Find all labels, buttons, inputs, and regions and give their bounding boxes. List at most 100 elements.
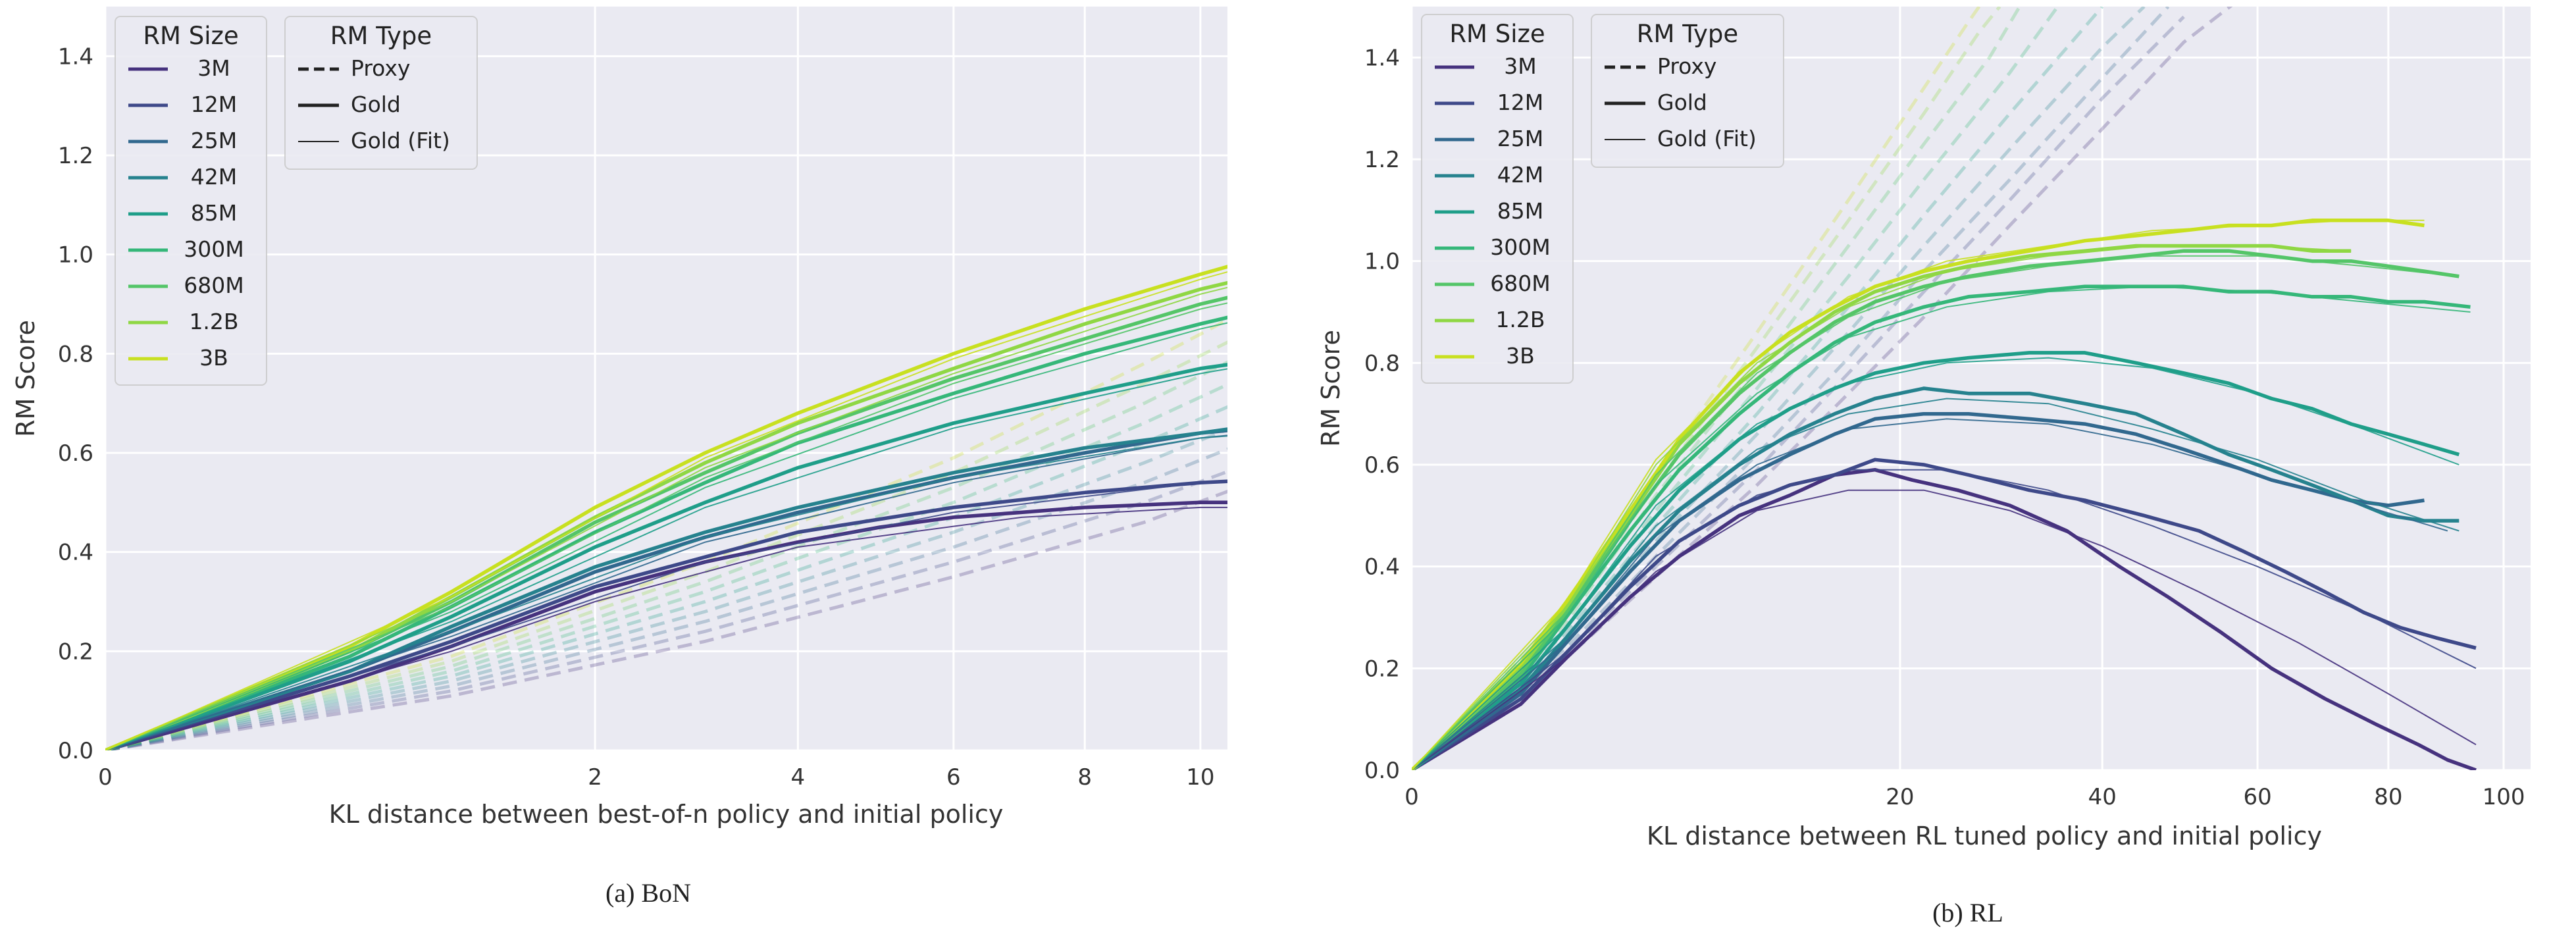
legend-type-entry-2: Gold (Fit) bbox=[351, 128, 450, 153]
x-axis-label-bon: KL distance between best-of-n policy and… bbox=[329, 800, 1004, 829]
gold-fit-line-25M bbox=[1412, 418, 2448, 770]
legend-entry-85M: 85M bbox=[191, 200, 237, 226]
gold-fit-line-680M bbox=[1412, 255, 2460, 770]
y-tick-label: 0.6 bbox=[1364, 452, 1400, 479]
legend-type-entry-1: Gold bbox=[1657, 90, 1707, 115]
x-tick-label: 20 bbox=[1886, 784, 1914, 810]
gold-fit-line-1.2B bbox=[105, 286, 1227, 750]
y-tick-label: 0.0 bbox=[58, 738, 93, 764]
x-tick-label: 100 bbox=[2483, 784, 2525, 810]
legend-entry-42M: 42M bbox=[1497, 162, 1543, 188]
legend-entry-1.2B: 1.2B bbox=[1495, 307, 1545, 332]
panel-rl: 0.0 0.2 0.4 0.6 0.8 1.0 1.2 1.4 0 20 40 60 80 100 KL … bbox=[1316, 7, 2531, 927]
legend-type-entry-2: Gold (Fit) bbox=[1657, 126, 1757, 151]
y-axis-label-bon: RM Score bbox=[11, 320, 40, 437]
legend-entry-25M: 25M bbox=[191, 128, 237, 153]
legend-type-entry-1: Gold bbox=[351, 91, 401, 117]
x-tick-label: 80 bbox=[2374, 784, 2402, 810]
y-tick-label: 0.4 bbox=[1364, 554, 1400, 581]
gold-line-85M bbox=[1412, 351, 2460, 770]
gold-line-42M bbox=[1412, 386, 2460, 770]
legend-entry-1.2B: 1.2B bbox=[189, 309, 238, 334]
x-tick-label: 4 bbox=[791, 764, 806, 791]
y-tick-label: 1.4 bbox=[58, 43, 93, 70]
gold-line-300M bbox=[1412, 284, 2471, 770]
y-tick-label: 1.4 bbox=[1364, 45, 1400, 71]
y-tick-label: 0.8 bbox=[58, 341, 93, 367]
legend-size-title: RM Size bbox=[143, 22, 238, 50]
caption-rl: (b) RL bbox=[1932, 898, 2003, 927]
x-tick-label: 2 bbox=[588, 764, 602, 791]
proxy-line-85M bbox=[105, 405, 1227, 750]
gold-fit-line-680M bbox=[105, 302, 1227, 750]
gold-fit-line-42M bbox=[105, 435, 1227, 750]
legend-entry-680M: 680M bbox=[1490, 271, 1550, 296]
legend-entry-3M: 3M bbox=[1504, 53, 1536, 79]
legend-entry-300M: 300M bbox=[1490, 234, 1550, 260]
legend-type-entry-0: Proxy bbox=[1657, 53, 1716, 79]
gold-fit-line-42M bbox=[1412, 398, 2460, 770]
y-tick-label: 0.0 bbox=[1364, 758, 1400, 784]
gold-line-3B bbox=[1412, 219, 2425, 770]
ticks-rl: 0.0 0.2 0.4 0.6 0.8 1.0 1.2 1.4 0 20 40 60 80 100 bbox=[1364, 45, 2525, 810]
gold-line-680M bbox=[105, 296, 1227, 750]
gold-fit-line-85M bbox=[105, 368, 1227, 750]
x-axis-label-rl: KL distance between RL tuned policy and … bbox=[1647, 821, 2322, 850]
legend-entry-12M: 12M bbox=[1497, 90, 1543, 115]
legend-type-title: RM Type bbox=[330, 22, 432, 50]
x-tick-label: 8 bbox=[1077, 764, 1092, 791]
y-tick-label: 0.2 bbox=[58, 638, 93, 665]
gold-line-25M bbox=[105, 429, 1227, 750]
legend-entry-3M: 3M bbox=[197, 55, 230, 81]
legend-entry-300M: 300M bbox=[184, 236, 244, 262]
gold-fit-line-3B bbox=[1412, 219, 2425, 770]
y-tick-label: 0.6 bbox=[58, 440, 93, 467]
proxy-line-3B bbox=[105, 318, 1227, 750]
legend-entry-680M: 680M bbox=[184, 273, 244, 298]
proxy-line-1.2B bbox=[105, 340, 1227, 750]
gold-fit-line-300M bbox=[1412, 286, 2471, 770]
gold-line-3M bbox=[1412, 467, 2477, 770]
gold-line-85M bbox=[105, 363, 1227, 750]
y-tick-label: 0.2 bbox=[1364, 656, 1400, 682]
legend-entry-85M: 85M bbox=[1497, 198, 1543, 224]
gold-fit-line-300M bbox=[105, 322, 1227, 750]
legend-size-box bbox=[1421, 14, 1574, 384]
ticks-bon: 0.0 0.2 0.4 0.6 0.8 1.0 1.2 1.4 0 2 4 6 8 10 bbox=[58, 43, 1215, 791]
gold-line-12M bbox=[1412, 457, 2477, 770]
legend-entry-3B: 3B bbox=[1506, 343, 1535, 369]
legend-entry-25M: 25M bbox=[1497, 126, 1543, 151]
proxy-line-12M bbox=[105, 469, 1227, 750]
series-bon bbox=[105, 265, 1227, 750]
y-tick-label: 1.2 bbox=[1364, 147, 1400, 173]
gold-fit-line-12M bbox=[105, 481, 1227, 750]
x-tick-label: 0 bbox=[1404, 784, 1419, 810]
gold-line-42M bbox=[105, 427, 1227, 750]
x-tick-label: 10 bbox=[1186, 764, 1214, 791]
gold-fit-line-85M bbox=[1412, 357, 2460, 770]
gold-fit-line-3B bbox=[105, 271, 1227, 750]
gold-fit-line-3M bbox=[105, 506, 1227, 750]
gold-line-3B bbox=[105, 265, 1227, 750]
legend-type-box bbox=[284, 16, 478, 170]
legend-bon: RM Size 3M 12M 25M 42M 85M 300M 680M 1.2B 3B RM Ty… bbox=[115, 16, 478, 386]
legend-entry-42M: 42M bbox=[191, 164, 237, 190]
gold-line-3M bbox=[105, 500, 1227, 750]
proxy-line-25M bbox=[105, 447, 1227, 750]
legend-entry-3B: 3B bbox=[199, 345, 228, 371]
legend-entry-12M: 12M bbox=[191, 91, 237, 117]
y-tick-label: 1.0 bbox=[58, 242, 93, 269]
x-tick-label: 40 bbox=[2088, 784, 2117, 810]
series-rl bbox=[1412, 7, 2477, 770]
y-tick-label: 0.4 bbox=[58, 540, 93, 566]
caption-bon: (a) BoN bbox=[605, 878, 691, 908]
y-tick-label: 0.8 bbox=[1364, 350, 1400, 377]
legend-type-box bbox=[1591, 14, 1784, 168]
gold-line-12M bbox=[105, 479, 1227, 750]
y-tick-label: 1.2 bbox=[58, 143, 93, 169]
y-axis-label-rl: RM Score bbox=[1316, 330, 1345, 447]
gold-fit-line-1.2B bbox=[1412, 245, 2352, 770]
y-tick-label: 1.0 bbox=[1364, 249, 1400, 275]
legend-size-title: RM Size bbox=[1449, 20, 1545, 48]
